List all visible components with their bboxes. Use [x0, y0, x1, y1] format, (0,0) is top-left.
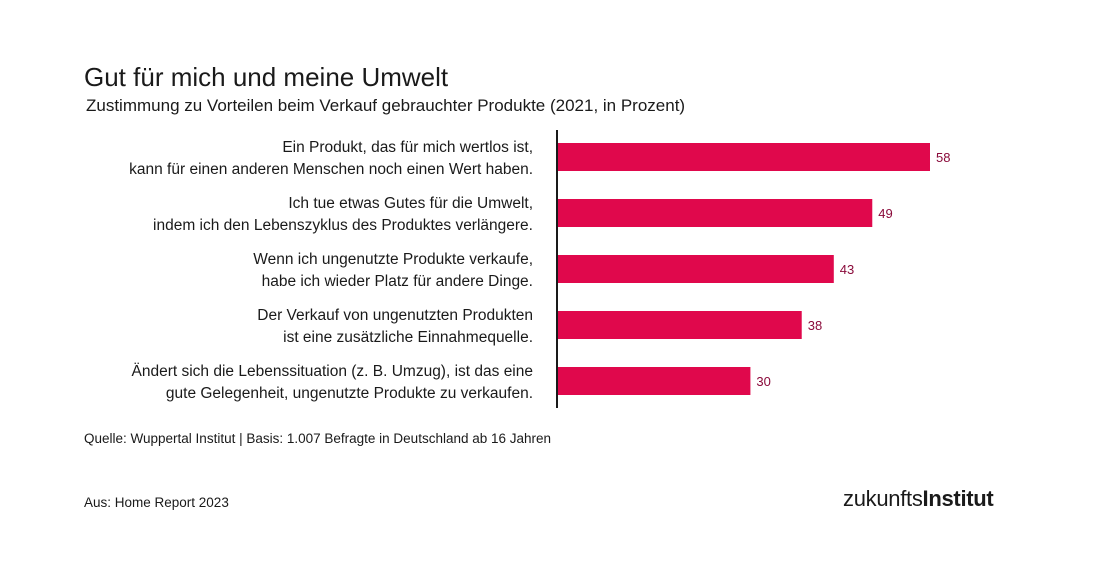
category-label-3-line-2: habe ich wieder Platz für andere Dinge. [262, 273, 533, 290]
category-label-2-line-1: Ich tue etwas Gutes für die Umwelt, [288, 195, 533, 212]
logo-text-bold: Institut [922, 486, 994, 511]
publication-note: Aus: Home Report 2023 [84, 495, 229, 510]
zukunftsinstitut-logo: zukunftsInstitut [843, 486, 994, 512]
chart-title: Gut für mich und meine Umwelt [84, 62, 449, 92]
source-note: Quelle: Wuppertal Institut | Basis: 1.00… [84, 431, 552, 446]
value-label-2: 49 [878, 206, 892, 221]
bars-layer: 58 Ein Produkt, das für mich wertlos ist,… [129, 139, 950, 402]
value-label-4: 38 [808, 318, 822, 333]
bar-5 [558, 367, 751, 395]
bar-2 [558, 199, 873, 227]
value-label-1: 58 [936, 150, 950, 165]
value-label-3: 43 [840, 262, 854, 277]
category-label-5-line-2: gute Gelegenheit, ungenutzte Produkte zu… [166, 385, 533, 402]
logo-text-light: zukunfts [843, 486, 923, 511]
bar-3 [558, 255, 834, 283]
category-label-4-line-1: Der Verkauf von ungenutzten Produkten [257, 307, 533, 324]
value-label-5: 30 [756, 374, 770, 389]
bar-4 [558, 311, 802, 339]
category-label-1-line-1: Ein Produkt, das für mich wertlos ist, [282, 139, 533, 156]
category-label-3-line-1: Wenn ich ungenutzte Produkte verkaufe, [253, 251, 533, 268]
category-label-4-line-2: ist eine zusätzliche Einnahmequelle. [283, 329, 533, 346]
category-label-1-line-2: kann für einen anderen Menschen noch ein… [129, 161, 533, 178]
chart-subtitle: Zustimmung zu Vorteilen beim Verkauf geb… [86, 96, 686, 115]
category-label-5-line-1: Ändert sich die Lebenssituation (z. B. U… [132, 363, 533, 380]
category-label-2-line-2: indem ich den Lebenszyklus des Produktes… [153, 217, 533, 234]
bar-1 [558, 143, 930, 171]
